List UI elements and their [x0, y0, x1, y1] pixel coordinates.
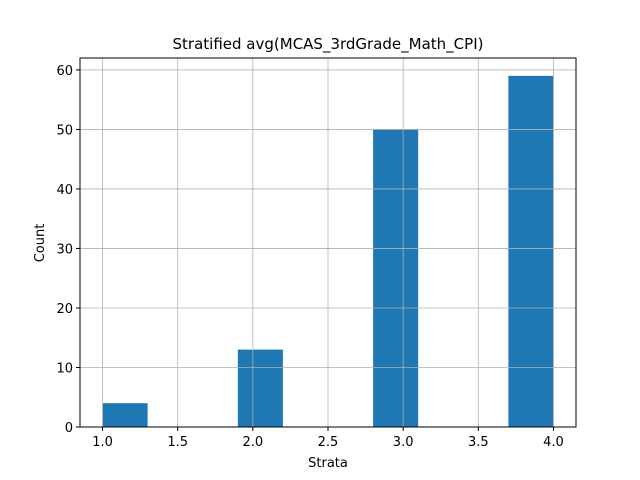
chart-title: Stratified avg(MCAS_3rdGrade_Math_CPI) [173, 35, 484, 54]
histogram-bar-4 [508, 75, 554, 428]
x-tick-label-4.0: 4.0 [543, 435, 564, 450]
y-tick-label-20: 20 [56, 302, 73, 317]
histogram-bar-2 [237, 349, 283, 427]
y-axis-label: Count [33, 224, 48, 263]
x-tick-label-2.5: 2.5 [318, 435, 339, 450]
ticks-group: 1.0 1.5 2.0 2.5 3.0 3.5 4.0 0 10 20 30 40 50 60 [56, 64, 563, 450]
histogram-bar-3 [373, 129, 419, 427]
y-tick-label-10: 10 [56, 361, 73, 376]
x-tick-label-1.0: 1.0 [92, 435, 113, 450]
grid-group [80, 58, 576, 428]
y-tick-label-0: 0 [65, 421, 73, 436]
x-tick-label-3.0: 3.0 [393, 435, 414, 450]
histogram-bar-1 [102, 403, 148, 427]
y-tick-label-60: 60 [56, 64, 73, 79]
y-tick-label-40: 40 [56, 183, 73, 198]
x-tick-label-3.5: 3.5 [468, 435, 489, 450]
x-axis-label: Strata [308, 456, 348, 471]
bars-group [102, 75, 554, 428]
y-tick-label-30: 30 [56, 242, 73, 257]
x-tick-label-1.5: 1.5 [167, 435, 188, 450]
x-tick-label-2.0: 2.0 [243, 435, 264, 450]
y-tick-label-50: 50 [56, 123, 73, 138]
